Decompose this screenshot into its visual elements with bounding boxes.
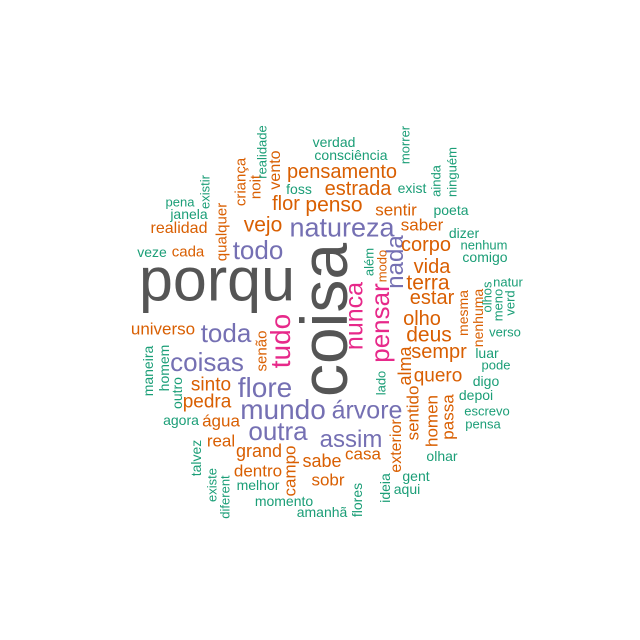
word-cloud-word: pensa [465, 416, 501, 432]
word-cloud-word: senão [253, 330, 271, 372]
word-cloud-word: verdad [312, 134, 356, 150]
word-cloud-word: estrada [324, 178, 392, 200]
word-cloud-word: campo [280, 445, 300, 497]
word-cloud-word: melhor [236, 477, 280, 493]
word-cloud-word: penso [305, 193, 363, 217]
word-cloud-word: momento [254, 493, 314, 509]
word-cloud-word: janela [170, 206, 208, 222]
word-cloud-word: saber [400, 215, 444, 235]
word-cloud-word: olho [403, 308, 441, 330]
word-cloud-word: alma [395, 346, 415, 386]
word-cloud-word: agora [163, 412, 199, 428]
word-cloud-word: sempr [411, 341, 467, 363]
word-cloud-word: poeta [433, 202, 469, 218]
word-cloud-word: cada [171, 243, 205, 261]
word-cloud-word: talvez [188, 439, 204, 477]
word-cloud-word: luar [475, 345, 499, 361]
word-cloud-word: realidad [150, 220, 208, 237]
word-cloud-word: passa [438, 394, 458, 440]
word-cloud-word: realidade [254, 125, 270, 179]
word-cloud-word: mundo [240, 394, 326, 425]
word-cloud-word: árvore [331, 396, 403, 425]
word-cloud-word: água [202, 411, 240, 431]
word-cloud-word: além [361, 247, 377, 277]
word-cloud-word: maneira [140, 345, 156, 397]
word-cloud-word: toda [200, 318, 252, 348]
word-cloud-word: pensamento [286, 161, 398, 183]
word-cloud-word: escrevo [464, 403, 510, 419]
word-cloud-word: pode [481, 357, 511, 373]
word-cloud-word: depoi [458, 387, 494, 403]
word-cloud-word: vida [413, 256, 451, 278]
word-cloud-word: dentro [233, 461, 283, 481]
word-cloud-word: nenhum [460, 237, 508, 253]
word-cloud-word: tudo [265, 313, 296, 369]
word-cloud-word: dizer [448, 225, 480, 241]
word-cloud-word: porqu [138, 245, 296, 314]
word-cloud-word: gent [402, 468, 430, 484]
word-cloud-word: deus [406, 323, 452, 347]
word-cloud-word: exterior [388, 419, 405, 473]
word-cloud-word: pena [165, 194, 195, 210]
word-cloud-word: flore [237, 372, 293, 403]
word-cloud-word: corpo [400, 234, 452, 256]
word-cloud-word: coisas [170, 347, 244, 377]
word-cloud-word: ninguém [444, 147, 460, 197]
word-cloud-word: outra [248, 416, 308, 446]
word-cloud-word: universo [130, 319, 196, 339]
word-cloud-word: comigo [462, 249, 508, 265]
word-cloud-word: pensar [365, 283, 395, 363]
word-cloud-word: casa [345, 444, 381, 464]
word-cloud-word: veze [137, 244, 167, 260]
word-cloud-word: sabe [302, 451, 342, 471]
word-cloud-word: verso [489, 324, 521, 340]
word-cloud-word: flores [349, 482, 365, 518]
word-cloud-word: digo [472, 373, 500, 389]
word-cloud-word: real [206, 431, 236, 451]
word-cloud-word: modo [374, 249, 390, 283]
word-cloud-word: aqui [393, 481, 421, 497]
word-cloud-word: assim [319, 426, 383, 453]
word-cloud-word: verd [502, 290, 518, 316]
word-cloud-word: ainda [428, 165, 444, 197]
word-cloud-word: mesma [455, 290, 471, 336]
word-cloud-word: todo [232, 235, 284, 265]
word-cloud-word: estar [409, 287, 455, 309]
word-cloud-word: morrer [397, 125, 413, 165]
word-cloud-word: lado [373, 370, 389, 396]
word-cloud-word: vejo [243, 213, 283, 237]
word-cloud-word: criança [232, 157, 250, 207]
word-cloud-word: sentido [403, 385, 423, 441]
word-cloud-word: natureza [289, 212, 395, 243]
word-cloud-word: foss [286, 181, 312, 197]
word-cloud-word: terra [406, 271, 450, 295]
word-cloud-word: grand [235, 441, 283, 461]
word-cloud-word: existir [197, 175, 213, 209]
word-cloud-word: ideia [377, 473, 393, 503]
word-cloud-word: quero [413, 365, 463, 387]
word-cloud-word: qualquer [213, 202, 231, 262]
word-cloud-word: nunca [340, 281, 369, 351]
word-cloud-word: amanhã [296, 504, 348, 520]
word-cloud-word: diferent [217, 475, 233, 519]
word-cloud-word: vento [267, 150, 284, 190]
word-cloud-word: sinto [190, 374, 232, 396]
word-cloud-word: pedra [182, 391, 232, 413]
word-cloud-word: sentir [375, 200, 417, 220]
word-cloud-word: natur [493, 274, 523, 290]
word-cloud-word: sobr [311, 470, 345, 490]
word-cloud-word: outro [169, 377, 185, 409]
word-cloud-word: exist [397, 180, 427, 196]
word-cloud-word: olhar [426, 448, 458, 464]
word-cloud-word: consciência [314, 147, 388, 163]
word-cloud-word: flor [272, 193, 300, 215]
